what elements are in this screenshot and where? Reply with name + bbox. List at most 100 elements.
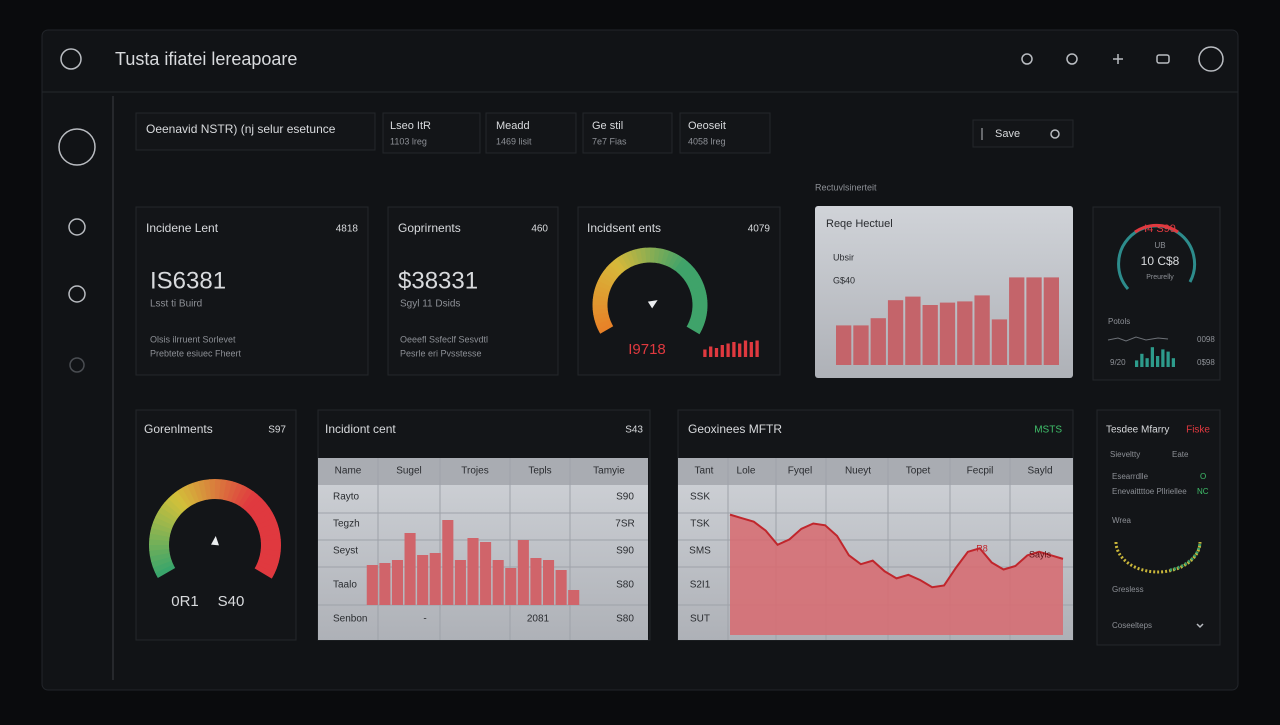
- gauge-segment: [609, 272, 612, 276]
- list-item[interactable]: Esearrdlle: [1112, 472, 1149, 481]
- status-unit: UB: [1154, 241, 1165, 250]
- annotation: R8: [976, 543, 988, 553]
- gauge-label: 0R1: [171, 593, 199, 610]
- gauge-segment: [258, 509, 261, 513]
- gauge-segment: [255, 505, 259, 509]
- card-sub: Lsst ti Buird: [150, 299, 202, 310]
- gauge-segment: [162, 564, 164, 569]
- gauge-segment: [270, 550, 271, 555]
- row-label: SSK: [690, 492, 710, 503]
- bar: [957, 301, 972, 365]
- column-header[interactable]: Sugel: [396, 466, 422, 477]
- gauge-segment: [600, 296, 601, 301]
- section-label: Rectuvlsinerteit: [815, 182, 877, 192]
- gauge-segment: [697, 318, 698, 323]
- stat-value: 1103 lreg: [390, 136, 427, 146]
- card-value: $38331: [398, 267, 478, 294]
- row-name: Taalo: [333, 580, 357, 591]
- panel-label: G$40: [833, 275, 855, 285]
- gauge-segment: [175, 502, 179, 506]
- gauge-segment: [602, 317, 603, 322]
- gauge-segment: [239, 494, 244, 497]
- list-sub-badge: Eate: [1172, 450, 1189, 459]
- bar: [480, 542, 491, 605]
- gauge-segment: [659, 256, 664, 257]
- column-header: Fecpil: [967, 466, 994, 477]
- column-header[interactable]: Tamyie: [593, 466, 625, 477]
- card-title: Goprirnents: [398, 221, 461, 235]
- bar: [518, 540, 529, 605]
- gauge-segment: [159, 535, 160, 540]
- column-header[interactable]: Trojes: [461, 466, 488, 477]
- bar: [738, 344, 741, 358]
- panel-badge: MSTS: [1034, 425, 1062, 436]
- select[interactable]: Coseelteps: [1112, 621, 1152, 630]
- gauge-segment: [693, 280, 695, 284]
- gauge-segment: [625, 259, 629, 261]
- column-header: Fyqel: [788, 466, 812, 477]
- gauge-segment: [191, 492, 196, 494]
- bar: [923, 305, 938, 365]
- toolbar-title: Oeenavid NSTR) (nj selur esetunce: [146, 122, 336, 136]
- gauge-segment: [201, 490, 206, 491]
- column-header: Lole: [737, 466, 756, 477]
- list-item[interactable]: Enevaittttoe Pllriellee: [1112, 487, 1187, 496]
- bar: [379, 563, 390, 605]
- bar: [1172, 358, 1175, 367]
- gauge-segment: [183, 496, 188, 499]
- gauge-segment: [671, 260, 675, 262]
- gauge-segment: [695, 322, 697, 327]
- bar: [1156, 356, 1159, 367]
- gauge-segment: [641, 255, 646, 256]
- gauge-segment: [679, 264, 683, 267]
- row-cell: 2081: [527, 614, 550, 625]
- annotation: Sayls: [1029, 549, 1052, 559]
- bar: [493, 560, 504, 605]
- bar: [750, 342, 753, 357]
- app-title: Tusta ifiatei lereapoare: [115, 49, 297, 69]
- gauge-segment: [225, 490, 230, 491]
- gauge-segment: [266, 521, 268, 526]
- gauge-label: S40: [218, 593, 245, 610]
- column-header[interactable]: Tepls: [528, 466, 551, 477]
- gauge-segment: [266, 564, 268, 569]
- card-note: Prebtete esiuec Fheert: [150, 348, 242, 358]
- panel-title: Gorenlments: [144, 422, 213, 436]
- row-name: Tegzh: [333, 519, 360, 530]
- gauge-segment: [263, 569, 266, 574]
- gauge-segment: [699, 309, 700, 314]
- gauge-segment: [267, 559, 269, 564]
- gauge-segment: [603, 322, 605, 327]
- card-value: IS6381: [150, 267, 226, 294]
- gauge-segment: [162, 521, 164, 526]
- gauge-segment: [691, 276, 694, 280]
- bar: [992, 319, 1007, 365]
- bar: [721, 345, 724, 357]
- row-value: S80: [616, 580, 634, 591]
- save-button[interactable]: [973, 120, 1073, 147]
- row-cell: -: [423, 614, 426, 625]
- gauge-segment: [164, 568, 167, 573]
- stat-label: Lseo ItR: [390, 120, 431, 132]
- stat-label: Ge stil: [592, 120, 623, 132]
- bar: [455, 560, 466, 605]
- bar: [974, 295, 989, 365]
- column-header[interactable]: Name: [335, 466, 362, 477]
- row-name: Seyst: [333, 546, 358, 557]
- panel-title: Incidiont cent: [325, 422, 396, 436]
- gauge-segment: [685, 270, 688, 274]
- status-caption: Preurelly: [1146, 274, 1174, 281]
- bar: [568, 590, 579, 605]
- bar: [726, 344, 729, 358]
- gauge-segment: [270, 535, 271, 540]
- card-sub: Sgyl 11 Dsids: [400, 299, 460, 310]
- row-name: Senbon: [333, 614, 367, 625]
- bar: [543, 560, 554, 605]
- card-badge: 460: [531, 224, 548, 235]
- gauge-segment: [603, 283, 605, 288]
- bar: [836, 325, 851, 365]
- bar: [405, 533, 416, 605]
- gauge-segment: [159, 549, 160, 554]
- gauge-segment: [243, 497, 248, 500]
